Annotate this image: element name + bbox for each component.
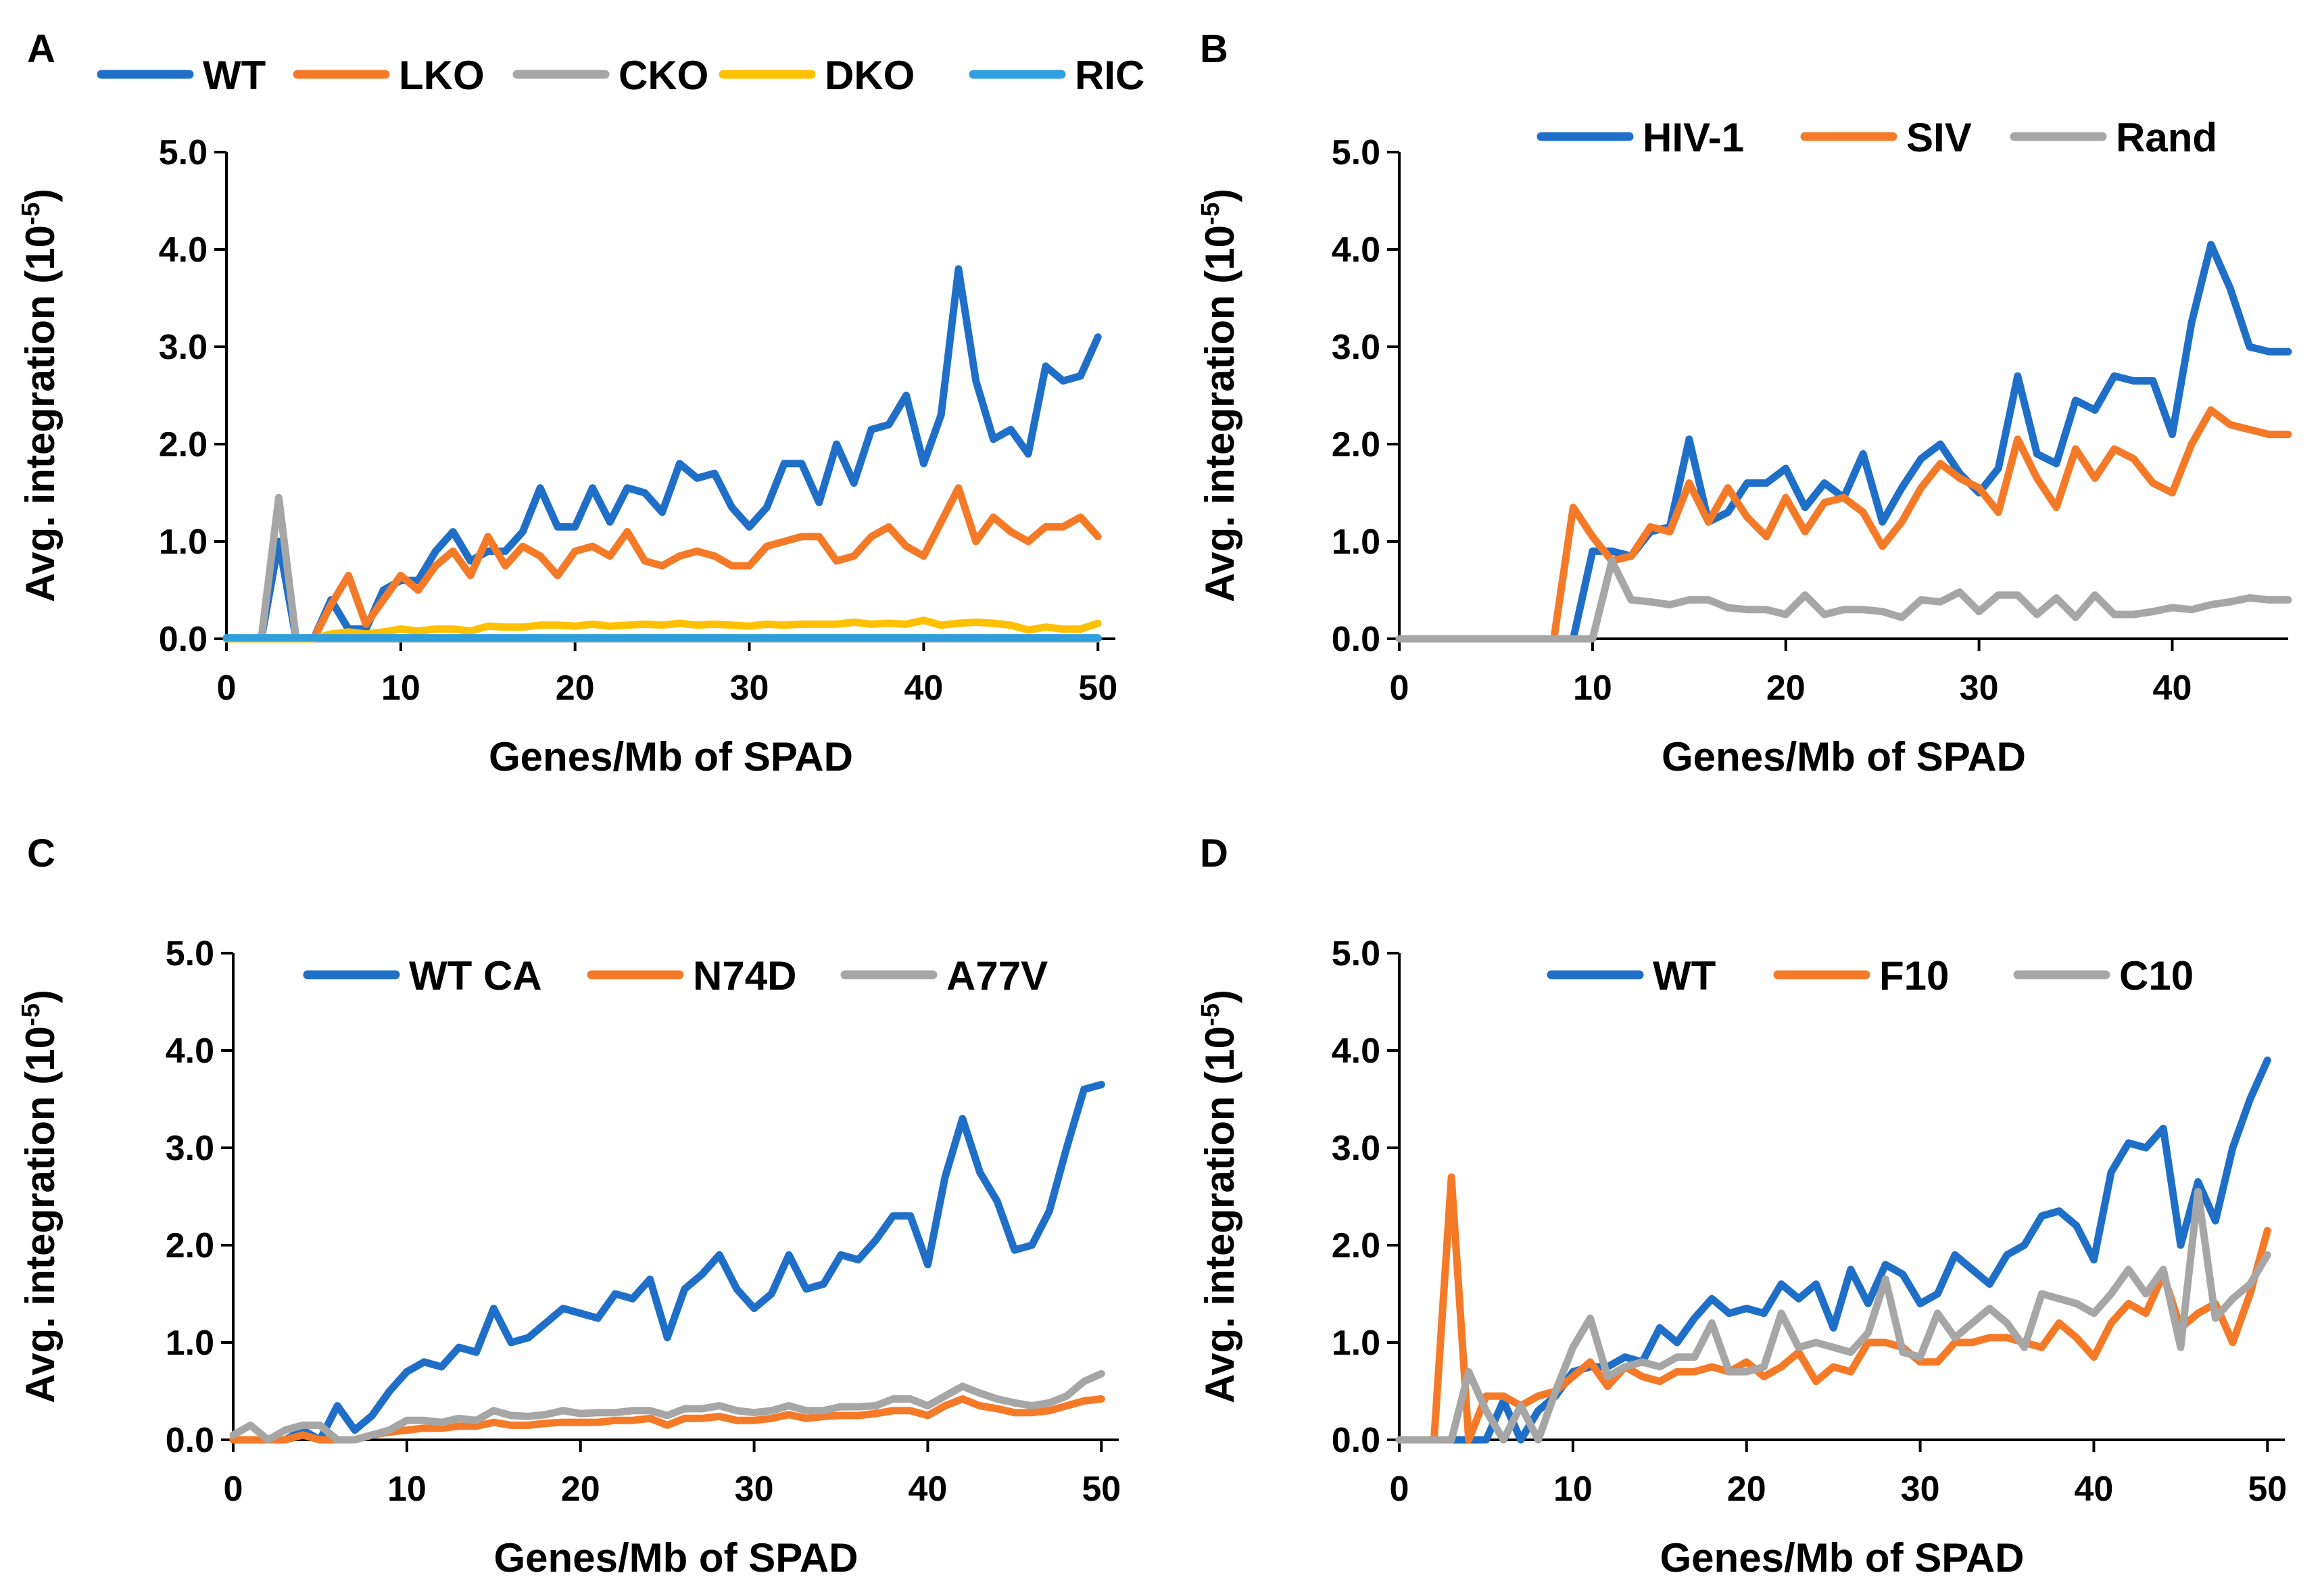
- x-tick-label: 50: [1082, 1470, 1121, 1509]
- x-tick-label: 40: [909, 1470, 948, 1509]
- y-tick-label: 5.0: [159, 133, 208, 172]
- panel-label: D: [1200, 831, 1228, 875]
- x-tick-label: 0: [1390, 1470, 1409, 1509]
- y-tick-label: 0.0: [166, 1421, 214, 1460]
- y-tick-label: 2.0: [1332, 425, 1380, 464]
- x-tick-label: 10: [1573, 669, 1612, 708]
- x-axis-title: Genes/Mb of SPAD: [1662, 734, 2026, 779]
- x-tick-label: 0: [217, 669, 237, 708]
- series-line-hiv-1: [1395, 241, 2292, 643]
- x-tick-label: 20: [556, 669, 595, 708]
- legend: WT F10 C10: [1547, 953, 2194, 998]
- panel-label: A: [27, 27, 55, 71]
- y-axis-title: Avg. integration (10-5): [17, 990, 63, 1403]
- y-tick-label: 1.0: [166, 1324, 214, 1363]
- legend-label: F10: [1879, 953, 1949, 998]
- series-line-f10: [1395, 1173, 2271, 1444]
- y-tick-label: 0.0: [1332, 1421, 1380, 1460]
- x-tick-label: 10: [1553, 1470, 1593, 1509]
- legend-label: SIV: [1906, 115, 1972, 160]
- legend-label: LKO: [399, 53, 485, 98]
- y-tick-label: 1.0: [1332, 523, 1380, 562]
- x-tick-label: 30: [735, 1470, 774, 1509]
- y-tick-label: 2.0: [159, 425, 208, 464]
- y-tick-label: 3.0: [166, 1129, 214, 1168]
- panel-a: A 0.0 1.0 2.0 3.0 4.0 5.0 0 10 20 30 40 50 Genes/Mb o…: [17, 27, 1144, 779]
- x-tick-label: 10: [381, 669, 420, 708]
- legend-label: Rand: [2116, 115, 2217, 160]
- legend-label: CKO: [619, 53, 708, 98]
- panel-d: D 0.0 1.0 2.0 3.0 4.0 5.0 0 10 20 30 40 50 Genes/Mb o…: [1196, 831, 2287, 1580]
- series-line-dko: [222, 616, 1102, 643]
- x-axis-title: Genes/Mb of SPAD: [489, 734, 853, 779]
- series-line-lko: [222, 484, 1102, 643]
- series-line-wt: [1395, 1056, 2271, 1444]
- y-tick-label: 5.0: [166, 934, 214, 973]
- y-tick-label: 4.0: [1332, 1032, 1380, 1071]
- x-tick-label: 40: [2075, 1470, 2114, 1509]
- x-tick-label: 20: [1766, 669, 1806, 708]
- y-tick-label: 0.0: [1332, 620, 1380, 659]
- y-axis-title: Avg. integration (10-5): [1196, 189, 1242, 602]
- x-axis-title: Genes/Mb of SPAD: [1660, 1535, 2025, 1580]
- series-line-siv: [1395, 406, 2292, 643]
- x-tick-label: 30: [730, 669, 769, 708]
- series-line-rand: [1395, 557, 2292, 643]
- x-tick-label: 10: [387, 1470, 427, 1509]
- x-tick-label: 20: [561, 1470, 600, 1509]
- y-axis-title: Avg. integration (10-5): [17, 189, 63, 602]
- legend-label: C10: [2119, 953, 2194, 998]
- x-tick-label: 20: [1727, 1470, 1766, 1509]
- legend-label: N74D: [693, 953, 796, 998]
- legend: WT LKO CKO DKO RIC: [97, 53, 1144, 98]
- legend: HIV-1 SIV Rand: [1537, 115, 2217, 160]
- y-tick-label: 1.0: [1332, 1324, 1380, 1363]
- y-tick-label: 3.0: [159, 328, 208, 367]
- panel-label: B: [1200, 27, 1228, 71]
- legend-label: WT: [203, 53, 266, 98]
- series-line-a77v: [229, 1370, 1105, 1444]
- x-tick-label: 0: [1390, 669, 1409, 708]
- y-tick-label: 3.0: [1332, 328, 1380, 367]
- legend-label: RIC: [1075, 53, 1144, 98]
- y-axis-title: Avg. integration (10-5): [1196, 990, 1242, 1403]
- y-tick-label: 5.0: [1332, 934, 1380, 973]
- x-tick-label: 40: [2153, 669, 2192, 708]
- panel-c: C 0.0 1.0 2.0 3.0 4.0 5.0 0 10 20 30 40 50 Genes/Mb o…: [17, 831, 1121, 1580]
- y-tick-label: 2.0: [166, 1226, 214, 1265]
- legend-label: WT CA: [409, 953, 542, 998]
- panel-b: B 0.0 1.0 2.0 3.0 4.0 5.0 0 10 20 30 40 Genes/Mb of …: [1196, 27, 2292, 779]
- y-tick-label: 1.0: [159, 523, 208, 562]
- y-tick-label: 4.0: [1332, 231, 1380, 270]
- series-line-c10: [1395, 1188, 2271, 1444]
- x-tick-label: 30: [1960, 669, 1999, 708]
- legend-label: A77V: [946, 953, 1048, 998]
- y-tick-label: 0.0: [159, 620, 208, 659]
- legend-label: HIV-1: [1643, 115, 1744, 160]
- x-tick-label: 40: [904, 669, 943, 708]
- y-tick-label: 2.0: [1332, 1226, 1380, 1265]
- x-axis-title: Genes/Mb of SPAD: [494, 1535, 858, 1580]
- y-tick-label: 3.0: [1332, 1129, 1380, 1168]
- y-tick-label: 4.0: [159, 231, 208, 270]
- x-tick-label: 50: [1078, 669, 1117, 708]
- panel-label: C: [27, 831, 55, 875]
- legend-label: WT: [1653, 953, 1716, 998]
- series-line-wt-ca: [229, 1080, 1105, 1444]
- y-tick-label: 4.0: [166, 1032, 214, 1071]
- y-tick-label: 5.0: [1332, 133, 1380, 172]
- x-tick-label: 30: [1901, 1470, 1940, 1509]
- series-line-wt: [222, 265, 1102, 643]
- legend: WT CA N74D A77V: [303, 953, 1048, 998]
- legend-label: DKO: [825, 53, 915, 98]
- x-tick-label: 0: [224, 1470, 243, 1509]
- x-tick-label: 50: [2248, 1470, 2287, 1509]
